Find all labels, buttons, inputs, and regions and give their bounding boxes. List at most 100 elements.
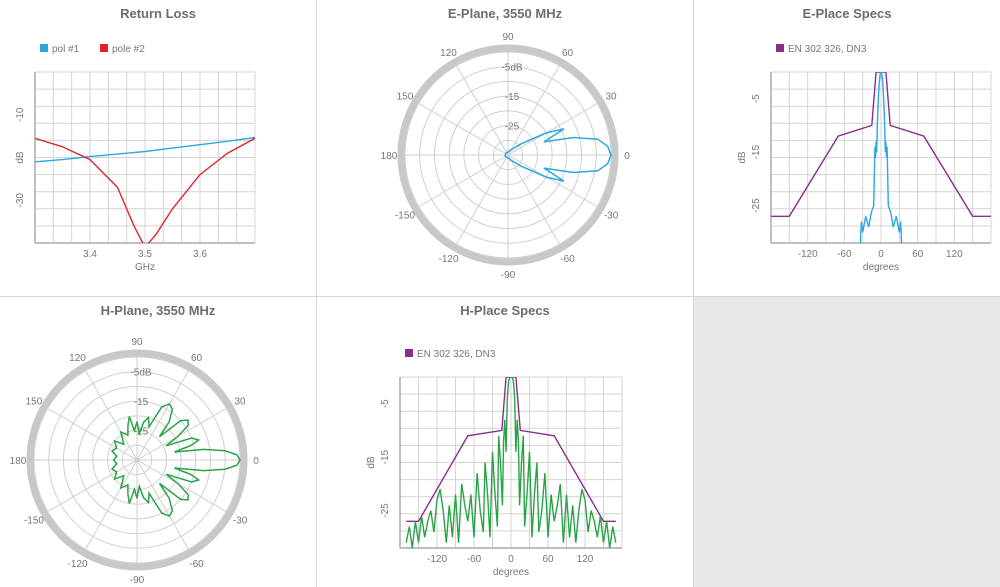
- angle-label: -120: [67, 559, 87, 570]
- polar-spoke: [507, 154, 560, 245]
- polar-spoke: [507, 154, 598, 207]
- series-line: [771, 72, 991, 218]
- polar-spoke: [418, 103, 509, 156]
- h-place-specs-chart: -120 -60 0 60 120 -5 -15 -25 dB degrees EN 302 326…: [366, 349, 623, 578]
- angle-label: 90: [131, 337, 143, 348]
- y-tick-label: -25: [380, 503, 391, 518]
- legend-swatch: [776, 44, 784, 52]
- panel-return-loss: Return Loss 3.4 3.5 3.6 -10 dB -30 GHz pol #1 po…: [0, 0, 316, 296]
- x-tick-label: 120: [946, 249, 963, 260]
- polar-spoke: [136, 459, 227, 512]
- angle-label: 180: [381, 151, 398, 162]
- polar-spoke: [136, 370, 189, 461]
- legend-label: EN 302 326, DN3: [417, 349, 496, 360]
- polar-spoke: [85, 459, 138, 550]
- angle-label: 30: [234, 397, 246, 408]
- legend-label: pol #1: [52, 44, 80, 55]
- legend-swatch: [405, 349, 413, 357]
- y-tick-label: -30: [15, 193, 26, 208]
- angle-label: 0: [253, 456, 259, 467]
- polar-spoke: [418, 154, 509, 207]
- divider: [693, 0, 694, 587]
- ring-label: -15: [134, 397, 149, 408]
- y-tick-label: -5: [751, 94, 762, 103]
- panel-e-plane: E-Plane, 3550 MHz 0 30 60 90 120 150 180 -150 -1…: [317, 0, 693, 296]
- angle-label: -60: [560, 254, 575, 265]
- y-tick-label: -5: [380, 399, 391, 408]
- x-tick-label: -60: [837, 249, 852, 260]
- angle-label: -120: [438, 254, 458, 265]
- panel-h-plane: H-Plane, 3550 MHz 0 30 60 90 120 150 180 -150 -1…: [0, 297, 316, 587]
- radiation-pattern: [110, 402, 241, 518]
- x-tick-label: 0: [878, 249, 884, 260]
- series-line: [859, 72, 903, 243]
- x-tick-label: 3.5: [138, 249, 152, 260]
- legend-label: EN 302 326, DN3: [788, 44, 867, 55]
- e-place-specs-chart: -120 -60 0 60 120 -5 -15 -25 dB degrees EN 302 326…: [737, 44, 992, 273]
- y-tick-label: -15: [751, 144, 762, 159]
- e-plane-polar-chart: 0 30 60 90 120 150 180 -150 -120 -90 -60 -30 -5dB -15…: [381, 32, 631, 281]
- divider: [316, 0, 317, 587]
- x-tick-label: 3.6: [193, 249, 207, 260]
- polar-spoke: [47, 459, 138, 512]
- series-line: [405, 377, 617, 548]
- x-axis-label: degrees: [863, 262, 899, 273]
- ring-label: -25: [134, 427, 149, 438]
- divider: [0, 296, 1000, 297]
- series-line: [406, 377, 616, 523]
- series-line: [35, 137, 255, 243]
- radiation-pattern: [504, 128, 612, 182]
- empty-panel: [694, 297, 1000, 587]
- x-tick-label: 60: [912, 249, 924, 260]
- polar-frame: [26, 349, 248, 571]
- chart-title: H-Plane, 3550 MHz: [100, 303, 216, 318]
- chart-title: E-Plane, 3550 MHz: [447, 6, 563, 21]
- polar-spoke: [456, 154, 509, 245]
- y-axis-label: dB: [737, 151, 748, 164]
- chart-title: H-Place Specs: [460, 303, 550, 318]
- x-tick-label: 120: [577, 554, 594, 565]
- x-tick-label: -60: [467, 554, 482, 565]
- panel-e-place-specs: E-Place Specs -120 -60 0 60 120 -5 -15 -25 dB deg…: [694, 0, 1000, 296]
- polar-spoke: [507, 103, 598, 156]
- angle-label: -150: [395, 211, 415, 222]
- angle-label: -60: [189, 559, 204, 570]
- legend-label: pole #2: [112, 44, 145, 55]
- polar-spoke: [136, 408, 227, 461]
- series-line: [35, 136, 255, 163]
- angle-label: -30: [233, 516, 248, 527]
- polar-spoke: [85, 370, 138, 461]
- angle-label: 180: [10, 456, 27, 467]
- angle-label: 60: [562, 48, 574, 59]
- x-axis-label: GHz: [135, 262, 155, 273]
- chart-title: Return Loss: [120, 6, 196, 21]
- angle-label: -150: [24, 516, 44, 527]
- ring-label: -25: [505, 122, 520, 133]
- angle-label: 60: [191, 353, 203, 364]
- angle-label: 120: [69, 353, 86, 364]
- y-axis-label: dB: [366, 456, 377, 469]
- angle-label: -90: [501, 270, 516, 281]
- ring-label: -5dB: [130, 368, 151, 379]
- ring-label: -5dB: [501, 63, 522, 74]
- ring-label: -15: [505, 92, 520, 103]
- y-tick-label: -10: [15, 107, 26, 122]
- polar-spoke: [507, 65, 560, 156]
- x-tick-label: -120: [798, 249, 818, 260]
- legend-swatch: [100, 44, 108, 52]
- angle-label: 150: [26, 397, 43, 408]
- x-tick-label: 60: [542, 554, 554, 565]
- angle-label: 30: [605, 92, 617, 103]
- panel-h-place-specs: H-Place Specs -120 -60 0 60 120 -5 -15 -25 dB deg…: [317, 297, 693, 587]
- h-plane-polar-chart: 0 30 60 90 120 150 180 -150 -120 -90 -60 -30 -5dB -15…: [10, 337, 260, 586]
- angle-label: 120: [440, 48, 457, 59]
- y-tick-label: -15: [380, 449, 391, 464]
- y-tick-label: dB: [15, 151, 26, 164]
- angle-label: 90: [502, 32, 514, 43]
- x-tick-label: 0: [508, 554, 514, 565]
- y-tick-label: -25: [751, 198, 762, 213]
- x-axis-label: degrees: [493, 567, 529, 578]
- angle-label: -90: [130, 575, 145, 586]
- polar-spoke: [136, 459, 189, 550]
